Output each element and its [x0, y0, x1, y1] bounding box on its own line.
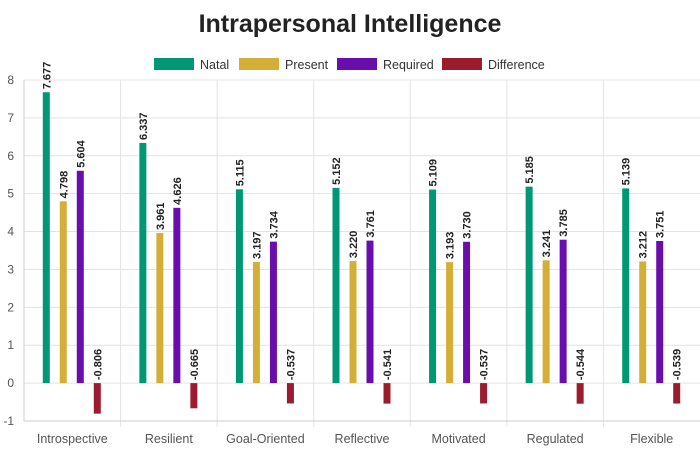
data-label: 3.961: [155, 203, 167, 231]
data-label: 4.798: [58, 171, 70, 199]
bar-required: [76, 170, 84, 384]
bar-natal: [429, 189, 437, 384]
data-label: -0.537: [285, 349, 297, 380]
bar-difference: [673, 383, 681, 404]
x-tick-label: Regulated: [527, 432, 584, 446]
legend: Natal Present Required Difference: [154, 58, 545, 72]
bar-present: [252, 261, 260, 384]
y-tick-label: 5: [7, 187, 14, 201]
x-tick-label: Reflective: [335, 432, 390, 446]
bar-present: [349, 261, 357, 384]
y-axis: -1 0 1 2 3 4 5 6 7 8: [3, 73, 25, 428]
data-labels: 7.677 6.337 5.115 5.152 5.109 5.185 5.139 4.798…: [41, 62, 683, 380]
data-label: -0.806: [92, 349, 104, 380]
data-label: 3.241: [541, 230, 553, 258]
legend-swatch-required: [337, 58, 377, 70]
bar-present: [639, 261, 647, 384]
bar-difference: [576, 383, 584, 404]
bar-natal: [235, 189, 243, 384]
data-label: 3.734: [268, 210, 280, 238]
data-label: 5.152: [331, 157, 343, 185]
bar-required: [366, 240, 374, 384]
data-label: -0.665: [189, 349, 201, 380]
data-label: 3.220: [348, 231, 360, 259]
bar-natal: [42, 92, 50, 384]
legend-label: Present: [285, 58, 329, 72]
data-label: 5.109: [428, 159, 440, 187]
data-label: 3.761: [365, 210, 377, 238]
data-label: 4.626: [172, 177, 184, 205]
bar-natal: [525, 186, 533, 384]
bar-required: [559, 239, 567, 384]
legend-swatch-present: [239, 58, 279, 70]
chart-title: Intrapersonal Intelligence: [199, 10, 502, 38]
data-label: 7.677: [41, 62, 53, 90]
data-label: 5.604: [75, 139, 87, 167]
bar-required: [173, 207, 181, 384]
y-tick-label: 6: [7, 149, 14, 163]
data-label: 3.730: [462, 211, 474, 239]
data-label: -0.544: [575, 348, 587, 380]
data-label: 6.337: [138, 112, 150, 140]
bar-difference: [383, 383, 391, 404]
bar-natal: [332, 187, 340, 384]
bar-present: [156, 233, 164, 384]
y-tick-label: 7: [7, 111, 14, 125]
y-tick-label: 2: [7, 300, 14, 314]
y-tick-label: 4: [7, 225, 14, 239]
data-label: 5.115: [234, 159, 246, 186]
bar-present: [446, 262, 454, 384]
data-label: 3.193: [445, 232, 457, 260]
data-label: 3.785: [558, 209, 570, 237]
data-label: 3.197: [251, 231, 263, 259]
legend-label: Natal: [200, 58, 229, 72]
bar-difference: [93, 383, 101, 414]
bar-required: [269, 241, 277, 384]
bar-required: [463, 241, 471, 384]
y-tick-label: 0: [7, 376, 14, 390]
data-label: -0.537: [479, 349, 491, 380]
x-tick-label: Flexible: [630, 432, 673, 446]
bar-natal: [139, 143, 147, 384]
grid: [24, 79, 700, 427]
x-tick-label: Resilient: [145, 432, 193, 446]
data-label: -0.541: [382, 349, 394, 380]
legend-swatch-natal: [154, 58, 194, 70]
data-label: 5.139: [621, 158, 633, 186]
data-label: 5.185: [524, 156, 536, 184]
bar-present: [542, 260, 550, 384]
bar-difference: [286, 383, 294, 404]
x-tick-label: Goal-Oriented: [226, 432, 305, 446]
bar-present: [59, 201, 67, 384]
data-label: 3.212: [638, 231, 650, 259]
bar-required: [656, 240, 664, 384]
legend-label: Difference: [488, 58, 545, 72]
y-tick-label: -1: [3, 414, 14, 428]
legend-label: Required: [383, 58, 434, 72]
bar-difference: [480, 383, 488, 404]
y-tick-label: 1: [7, 338, 14, 352]
data-label: -0.539: [672, 349, 684, 380]
bars: [42, 92, 681, 414]
legend-swatch-difference: [442, 58, 482, 70]
bar-natal: [622, 188, 630, 384]
y-tick-label: 8: [7, 73, 14, 87]
x-tick-label: Motivated: [431, 432, 485, 446]
x-tick-label: Introspective: [37, 432, 108, 446]
bar-difference: [190, 383, 198, 409]
y-tick-label: 3: [7, 262, 14, 276]
data-label: 3.751: [655, 210, 667, 238]
x-axis: Introspective Resilient Goal-Oriented Refle…: [24, 420, 700, 446]
